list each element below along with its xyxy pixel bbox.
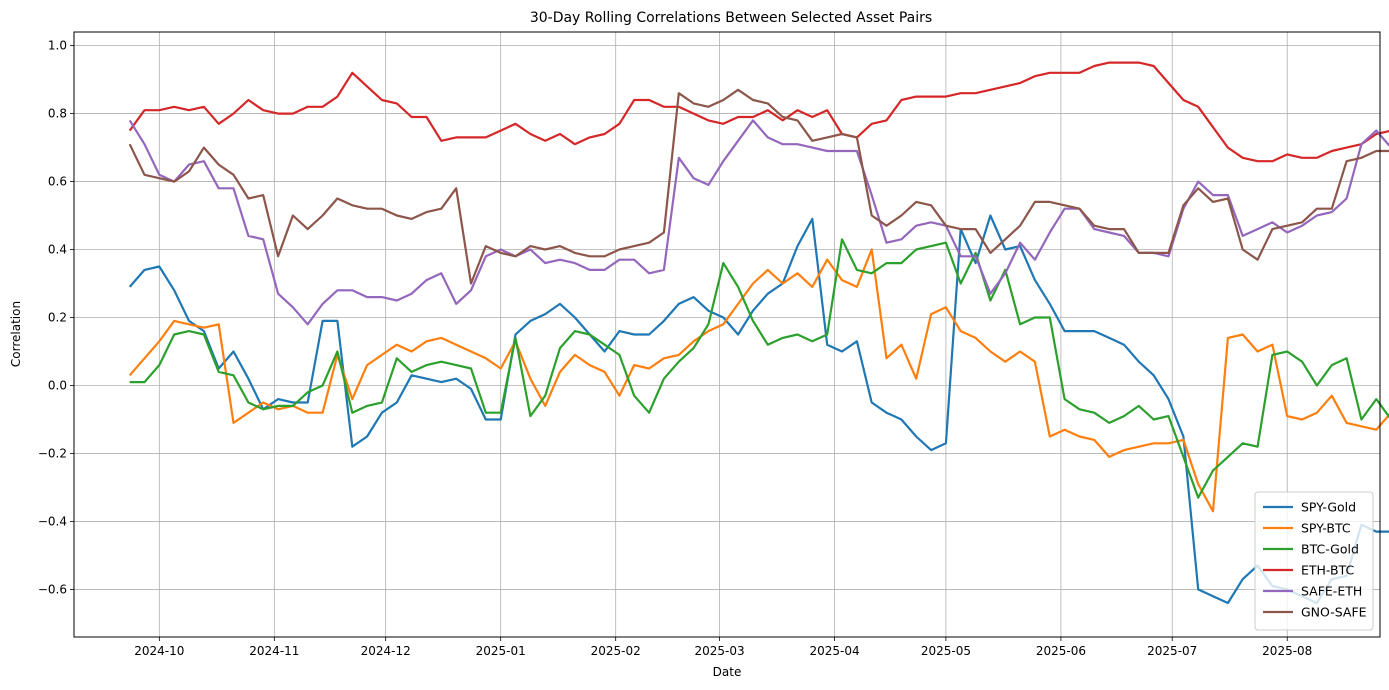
series-line-spy-btc — [128, 248, 1389, 513]
y-tick-label: 0.6 — [48, 175, 67, 189]
legend: SPY-Gold SPY-BTC BTC-Gold ETH-BTC SAFE-ETH GN… — [1254, 491, 1374, 631]
series-line-spy-gold — [128, 214, 1389, 605]
x-axis-label: Date — [713, 665, 742, 679]
y-tick-label: −0.2 — [38, 446, 67, 460]
legend-label: ETH-BTC — [1301, 563, 1354, 578]
series-line-gno-safe — [128, 88, 1389, 285]
x-tick-label: 2025-04 — [810, 644, 860, 658]
legend-label: SPY-BTC — [1301, 521, 1351, 536]
y-axis-label: Correlation — [9, 301, 23, 367]
series-line-eth-btc — [128, 61, 1389, 163]
y-tick-label: −0.4 — [38, 514, 67, 528]
y-tick-label: 0.8 — [48, 107, 67, 121]
grid-lines — [74, 32, 1380, 637]
series-line-safe-eth — [128, 119, 1389, 326]
x-tick-label: 2025-03 — [695, 644, 745, 658]
y-tick-label: −0.6 — [38, 582, 67, 596]
y-tick-label: 1.0 — [48, 39, 67, 53]
legend-box — [1254, 491, 1374, 631]
legend-label: GNO-SAFE — [1301, 605, 1367, 620]
x-tick-label: 2025-01 — [476, 644, 526, 658]
x-tick-label: 2024-10 — [134, 644, 184, 658]
legend-label: SAFE-ETH — [1301, 584, 1362, 599]
x-axis-ticks: 2024-10 2024-11 2024-12 2025-01 2025-02 2025-… — [134, 637, 1312, 658]
legend-label: BTC-Gold — [1301, 542, 1359, 557]
x-tick-label: 2025-05 — [921, 644, 971, 658]
x-tick-label: 2025-08 — [1262, 644, 1312, 658]
series-lines — [128, 61, 1389, 605]
chart-title: 30-Day Rolling Correlations Between Sele… — [530, 10, 932, 26]
y-axis-ticks: −0.6 −0.4 −0.2 0.0 0.2 0.4 0.6 0.8 1.0 — [38, 39, 74, 596]
x-tick-label: 2025-07 — [1147, 644, 1197, 658]
y-tick-label: 0.2 — [48, 311, 67, 325]
legend-label: SPY-Gold — [1301, 500, 1356, 515]
x-tick-label: 2025-06 — [1036, 644, 1086, 658]
x-tick-label: 2024-12 — [361, 644, 411, 658]
plot-frame — [73, 31, 1381, 638]
x-tick-label: 2024-11 — [249, 644, 299, 658]
y-tick-label: 0.0 — [48, 378, 67, 392]
series-line-btc-gold — [129, 238, 1389, 499]
x-tick-label: 2025-02 — [591, 644, 641, 658]
y-tick-label: 0.4 — [48, 243, 67, 257]
